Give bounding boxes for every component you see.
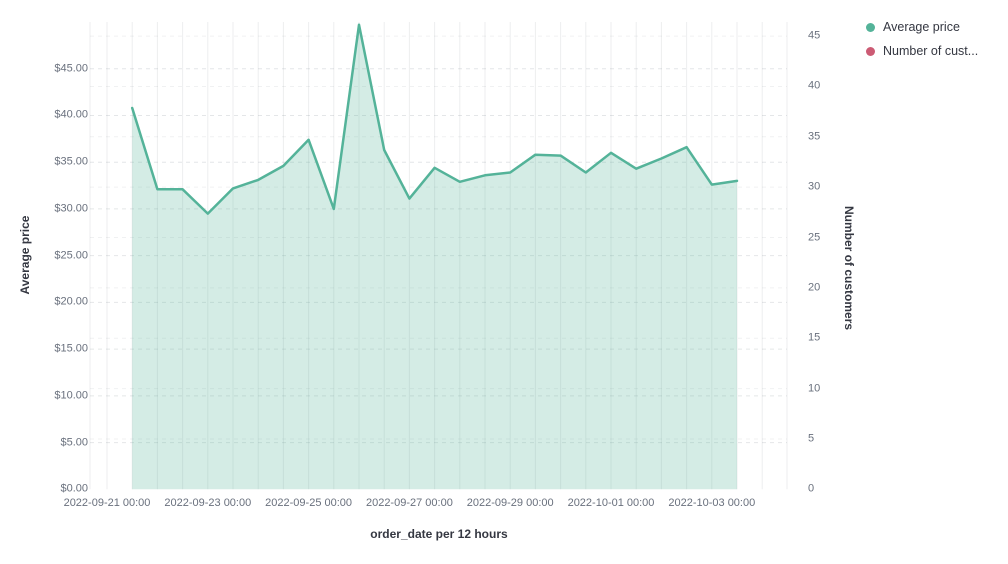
x-axis-tick-label: 2022-10-01 00:00 bbox=[567, 497, 655, 509]
x-axis-tick-label: 2022-09-23 00:00 bbox=[164, 497, 252, 509]
y-axis-right-tick-label: 25 bbox=[808, 231, 821, 244]
y-axis-left-tick-label: $40.00 bbox=[54, 108, 88, 121]
x-axis-title: order_date per 12 hours bbox=[370, 527, 508, 541]
y-axis-left-tick-label: $35.00 bbox=[54, 155, 88, 168]
y-axis-right-tick-label: 15 bbox=[808, 331, 821, 344]
x-axis-tick-label: 2022-10-03 00:00 bbox=[668, 497, 756, 509]
y-axis-right-tick-label: 30 bbox=[808, 180, 821, 193]
y-axis-title-left: Average price bbox=[18, 215, 32, 295]
y-axis-title-right: Number of customers bbox=[842, 205, 856, 331]
y-axis-left-tick-label: $10.00 bbox=[54, 389, 88, 402]
y-axis-right-tick-label: 10 bbox=[808, 382, 821, 395]
x-axis-tick-label: 2022-09-25 00:00 bbox=[265, 497, 353, 509]
legend-label: Average price bbox=[883, 20, 960, 34]
x-axis-tick-label: 2022-09-27 00:00 bbox=[365, 497, 453, 509]
legend-dot-icon bbox=[866, 46, 875, 56]
y-axis-left-tick-label: $20.00 bbox=[54, 295, 88, 308]
x-axis-tick-label: 2022-09-21 00:00 bbox=[63, 497, 151, 509]
legend-label: Number of cust... bbox=[883, 44, 979, 58]
y-axis-right-tick-label: 35 bbox=[808, 130, 821, 143]
y-axis-right-tick-label: 0 bbox=[808, 482, 815, 495]
y-axis-right-tick-label: 45 bbox=[808, 29, 821, 42]
y-axis-left-tick-label: $25.00 bbox=[54, 249, 88, 262]
y-axis-left-tick-label: $30.00 bbox=[54, 202, 88, 215]
legend-dot-icon bbox=[866, 22, 875, 32]
series-line-average-price bbox=[130, 23, 739, 215]
legend-item-average-price[interactable]: Average price bbox=[866, 20, 978, 34]
x-axis-tick-label: 2022-09-29 00:00 bbox=[466, 497, 554, 509]
y-axis-left-tick-label: $5.00 bbox=[60, 436, 88, 449]
y-axis-right-tick-label: 40 bbox=[808, 79, 821, 92]
series-area-average-price bbox=[132, 24, 737, 490]
y-axis-left-tick-label: $45.00 bbox=[54, 62, 88, 75]
legend-item-number-of-customers[interactable]: Number of cust... bbox=[866, 44, 978, 58]
y-axis-left-tick-label: $0.00 bbox=[60, 482, 88, 495]
y-axis-left-tick-label: $15.00 bbox=[54, 342, 88, 355]
legend: Average price Number of cust... bbox=[866, 20, 978, 58]
y-axis-right-tick-label: 20 bbox=[808, 281, 821, 294]
y-axis-right-tick-label: 5 bbox=[808, 432, 815, 445]
